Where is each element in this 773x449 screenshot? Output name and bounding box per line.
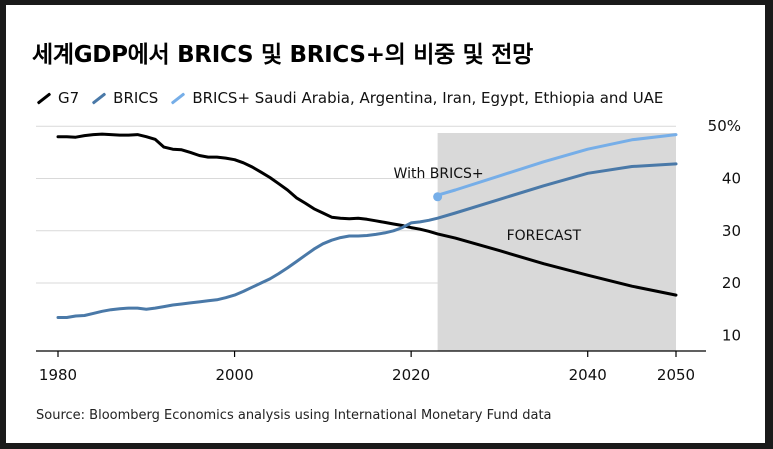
series-line-brics — [56, 162, 678, 319]
y-tick-label-50: 50% — [708, 117, 741, 135]
series-line-brics-plus — [436, 133, 678, 197]
legend-label-brics-plus: BRICS+ Saudi Arabia, Argentina, Iran, Eg… — [192, 89, 664, 107]
line-chart: 10 20 30 40 50% 1980 2000 2020 2040 2050 FORECAST… — [36, 117, 741, 384]
legend-item-g7: G7 — [36, 89, 79, 107]
y-tick-label-30: 30 — [722, 222, 741, 240]
x-tick-label-2020: 2020 — [392, 366, 430, 384]
legend-item-brics: BRICS — [91, 89, 158, 107]
x-tick-label-2000: 2000 — [215, 366, 253, 384]
chart-card: 세계GDP에서 BRICS 및 BRICS+의 비중 및 전망 G7 BRICS… — [6, 5, 765, 443]
forecast-region — [437, 133, 676, 351]
legend-label-g7: G7 — [58, 89, 80, 107]
legend-item-brics-plus: BRICS+ Saudi Arabia, Argentina, Iran, Eg… — [170, 89, 663, 107]
chart-title: 세계GDP에서 BRICS 및 BRICS+의 비중 및 전망 — [32, 42, 533, 68]
axis-layer: 10 20 30 40 50% 1980 2000 2020 2040 2050 — [36, 117, 741, 384]
x-tick-label-1980: 1980 — [39, 366, 77, 384]
series-layer — [56, 132, 678, 319]
y-tick-label-20: 20 — [722, 274, 741, 292]
y-tick-label-40: 40 — [722, 170, 741, 188]
x-tick-label-2040: 2040 — [569, 366, 607, 384]
x-tick-label-2050: 2050 — [657, 366, 695, 384]
brics-plus-start-dot — [433, 192, 443, 202]
y-tick-label-10: 10 — [722, 326, 741, 344]
annotation-with-brics-plus: With BRICS+ — [394, 166, 484, 182]
series-line-g7 — [56, 132, 678, 297]
forecast-shade-layer — [437, 133, 676, 351]
legend-label-brics: BRICS — [113, 89, 159, 107]
source-note: Source: Bloomberg Economics analysis usi… — [36, 408, 552, 423]
forecast-label: FORECAST — [507, 228, 582, 244]
annotation-layer: With BRICS+ — [394, 166, 484, 202]
label-layer: FORECAST — [507, 228, 582, 244]
legend: G7 BRICS BRICS+ Saudi Arabia, Argentina,… — [36, 88, 675, 108]
